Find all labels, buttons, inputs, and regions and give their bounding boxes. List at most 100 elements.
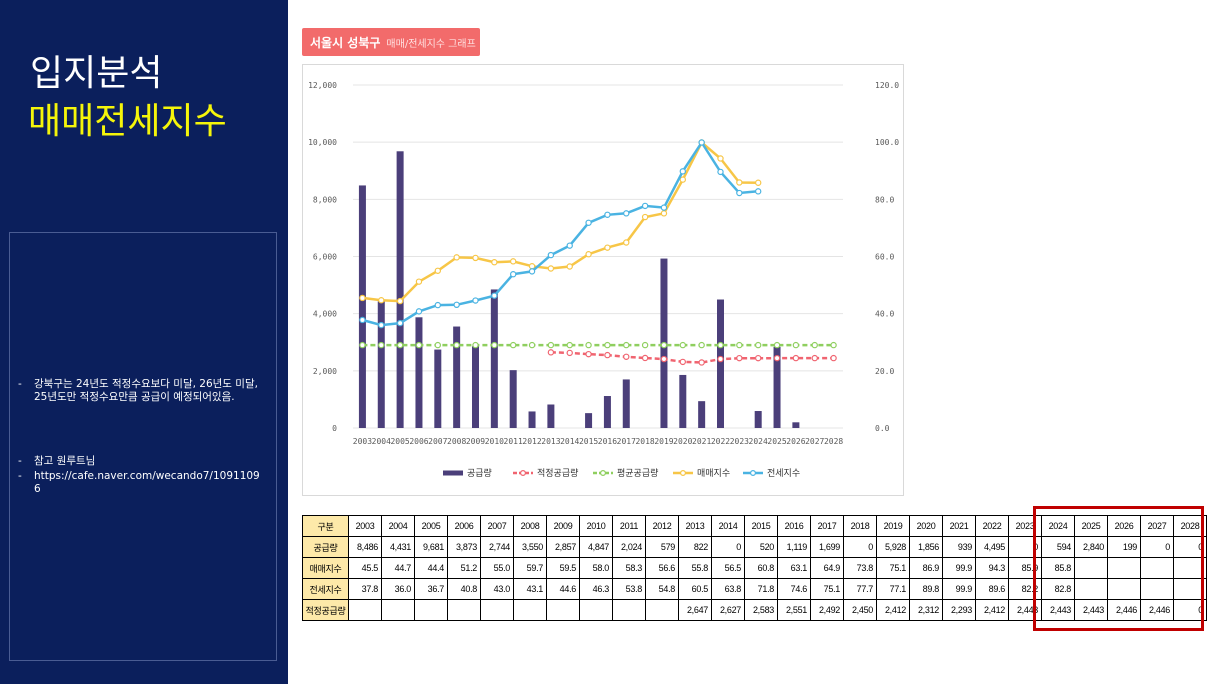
data-point bbox=[604, 341, 611, 349]
data-point bbox=[491, 259, 498, 266]
table-header-cell: 2020 bbox=[909, 515, 943, 537]
table-header-cell: 2018 bbox=[843, 515, 877, 537]
data-point bbox=[378, 297, 385, 304]
table-cell: 63.1 bbox=[777, 557, 811, 579]
x-tick-label: 2009 bbox=[466, 437, 485, 446]
table-cell: 2,551 bbox=[777, 599, 811, 621]
data-point bbox=[378, 321, 385, 329]
table-header-cell: 2011 bbox=[612, 515, 646, 537]
x-tick-label: 2026 bbox=[786, 437, 805, 446]
bar bbox=[434, 349, 442, 428]
bar bbox=[396, 151, 404, 428]
x-tick-label: 2003 bbox=[353, 437, 372, 446]
table-header-cell: 2013 bbox=[678, 515, 712, 537]
y-right-tick-label: 40.0 bbox=[875, 310, 894, 319]
note-link[interactable]: https://cafe.naver.com/wecando7/10911096 bbox=[34, 470, 260, 495]
table-cell bbox=[645, 599, 679, 621]
table-cell: 2,744 bbox=[480, 536, 514, 558]
data-point bbox=[623, 341, 630, 349]
data-point bbox=[472, 254, 479, 262]
table-cell: 51.2 bbox=[447, 557, 481, 579]
table-cell: 75.1 bbox=[876, 557, 910, 579]
bar bbox=[358, 185, 366, 428]
x-tick-label: 2015 bbox=[579, 437, 598, 446]
data-point bbox=[566, 263, 573, 270]
table-cell: 2,446 bbox=[1140, 599, 1174, 621]
data-point bbox=[830, 354, 837, 362]
table-header-cell: 2003 bbox=[348, 515, 382, 537]
chart-frame: 0 2,000 4,000 6,000 8,000 10,000 12,000 0.0 20.0… bbox=[302, 64, 904, 496]
table-cell: 60.5 bbox=[678, 578, 712, 600]
table-header-cell: 2019 bbox=[876, 515, 910, 537]
data-point bbox=[811, 354, 818, 362]
data-point bbox=[736, 341, 743, 349]
combo-chart: 0 2,000 4,000 6,000 8,000 10,000 12,000 0.0 20.0… bbox=[308, 81, 899, 479]
table-cell: 58.0 bbox=[579, 557, 613, 579]
left-panel: 입지분석 매매전세지수 - 강북구는 24년도 적정수요보다 미달, 26년도 … bbox=[0, 0, 288, 684]
data-point bbox=[396, 319, 404, 327]
data-point bbox=[660, 341, 668, 349]
table-cell: 44.6 bbox=[546, 578, 580, 600]
table-cell: 56.6 bbox=[645, 557, 679, 579]
highlight-box bbox=[1033, 506, 1204, 631]
legend-label: 매매지수 bbox=[697, 468, 730, 479]
data-point bbox=[359, 316, 366, 324]
y-left-tick-label: 2,000 bbox=[313, 367, 337, 376]
bar bbox=[415, 317, 423, 428]
y-left-tick-label: 0 bbox=[332, 424, 337, 433]
data-point bbox=[491, 341, 498, 349]
data-point bbox=[736, 354, 743, 362]
table-cell: 2,412 bbox=[975, 599, 1009, 621]
y-right-tick-label: 120.0 bbox=[875, 81, 899, 90]
note-box bbox=[9, 232, 277, 661]
table-cell bbox=[447, 599, 481, 621]
table-cell: 2,443 bbox=[1041, 599, 1075, 621]
x-tick-label: 2011 bbox=[504, 437, 523, 446]
data-point bbox=[472, 341, 479, 349]
table-cell: 55.8 bbox=[678, 557, 712, 579]
table-header-cell: 2016 bbox=[777, 515, 811, 537]
data-point bbox=[754, 179, 762, 186]
table-cell: 2,647 bbox=[678, 599, 712, 621]
table-cell: 36.0 bbox=[381, 578, 415, 600]
bar bbox=[509, 370, 517, 428]
table-cell: 73.8 bbox=[843, 557, 877, 579]
data-point bbox=[717, 155, 724, 162]
table-cell: 71.8 bbox=[744, 578, 778, 600]
table-cell: 59.5 bbox=[546, 557, 580, 579]
y-left-tick-label: 8,000 bbox=[313, 195, 337, 204]
legend-label: 공급량 bbox=[467, 467, 492, 479]
bar bbox=[773, 346, 781, 428]
bar bbox=[717, 299, 724, 428]
table-cell: 2,627 bbox=[711, 599, 745, 621]
table-row-label: 적정공급량 bbox=[302, 599, 349, 621]
legend-label: 전세지수 bbox=[767, 468, 800, 479]
chart-tag: 서울시 성북구 매매/전세지수 그래프 bbox=[302, 28, 480, 56]
data-point bbox=[547, 251, 555, 259]
bar bbox=[547, 404, 555, 428]
data-point bbox=[528, 341, 536, 349]
bar bbox=[622, 379, 630, 428]
table-cell: 55.0 bbox=[480, 557, 514, 579]
table-cell: 77.1 bbox=[876, 578, 910, 600]
data-point bbox=[396, 297, 404, 305]
table-cell: 4,495 bbox=[975, 536, 1009, 558]
data-point bbox=[773, 354, 781, 362]
table-cell: 5,928 bbox=[876, 536, 910, 558]
data-point bbox=[754, 354, 762, 362]
table-header-row: 구분 2003 2004 2005 2006 2007 2008 2009 2010 2011 20… bbox=[302, 515, 1207, 537]
data-point bbox=[547, 265, 555, 272]
data-point bbox=[717, 341, 724, 349]
data-point bbox=[528, 268, 536, 275]
table-cell: 2,312 bbox=[909, 599, 943, 621]
data-point bbox=[359, 294, 366, 302]
table-cell: 520 bbox=[744, 536, 778, 558]
note-bullet: - bbox=[18, 470, 22, 482]
data-point bbox=[434, 301, 442, 309]
x-tick-label: 2025 bbox=[767, 437, 786, 446]
bar bbox=[472, 346, 479, 428]
data-point bbox=[641, 213, 649, 221]
x-tick-label: 2017 bbox=[617, 437, 636, 446]
x-tick-label: 2014 bbox=[560, 437, 579, 446]
table-cell: 2,450 bbox=[843, 599, 877, 621]
